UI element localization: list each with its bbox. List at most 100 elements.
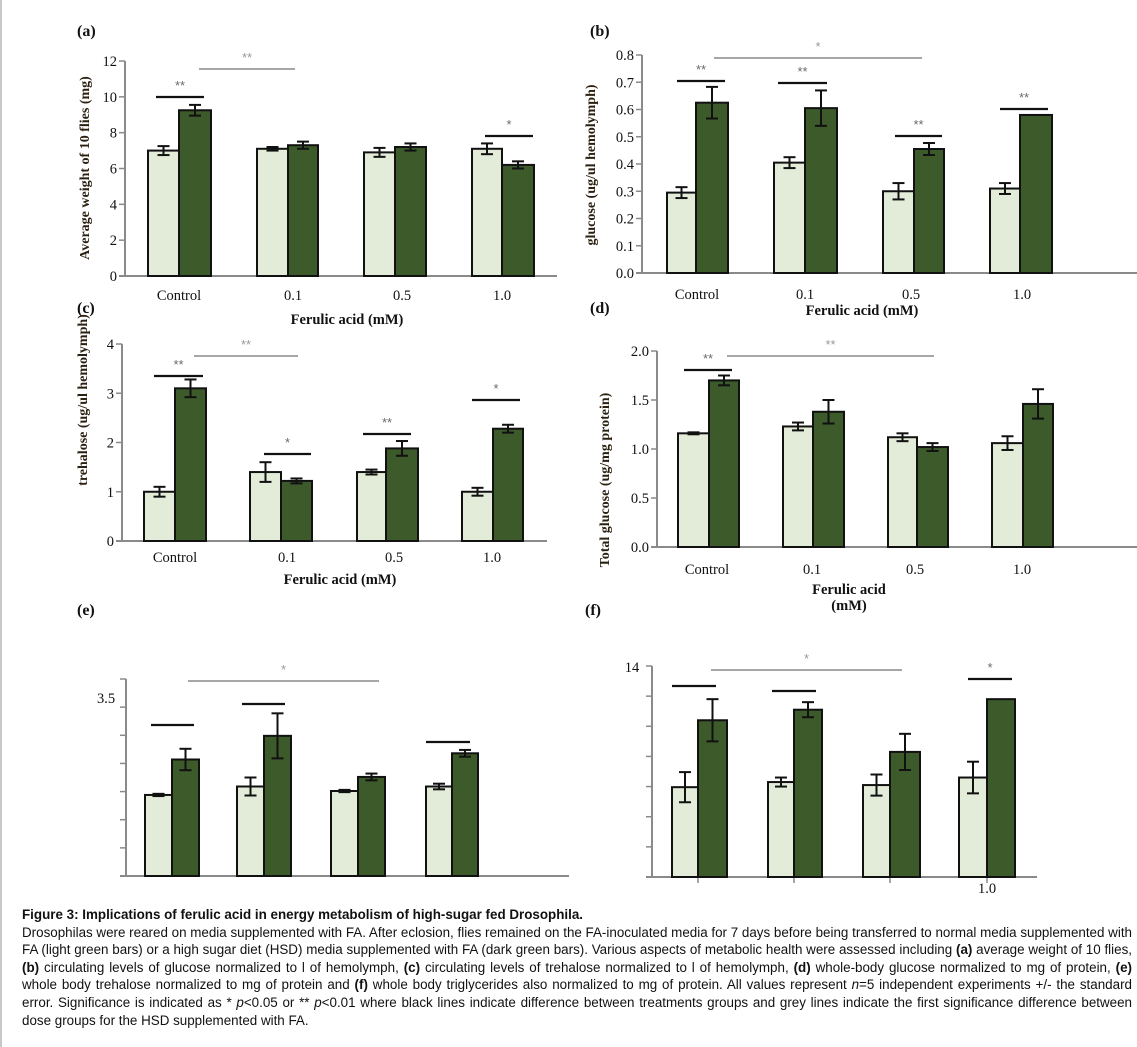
- x-tick-label: Control: [157, 288, 201, 304]
- caption-segment: (b): [22, 959, 40, 975]
- bar-dark-4: [492, 427, 524, 542]
- y-tick-label: 3.5: [97, 691, 115, 707]
- x-tick-label: 0.1: [284, 288, 302, 304]
- bar-dark-4: [1022, 402, 1054, 549]
- bar-dark-1: [178, 109, 212, 278]
- panel-label: (c): [77, 300, 95, 317]
- x-tick-label: 0.1: [278, 550, 296, 566]
- chart-panel-d: (d) 0.0 0.5 1.0 1.5 2.0 Control 0.1 0.5 1.0 Feruli…: [590, 300, 1137, 614]
- y-tick-label: 1: [107, 485, 114, 501]
- bar-dark-2: [804, 107, 838, 274]
- bar-dark-3: [916, 446, 949, 549]
- bar-light-3: [363, 151, 396, 277]
- y-axis-label: trehalose (ug/ul hemolymph): [76, 314, 91, 486]
- bar-light-2: [236, 785, 265, 878]
- bar-light-3: [330, 790, 359, 877]
- significance-marker: **: [825, 337, 835, 352]
- y-tick-label: 0.0: [616, 266, 634, 282]
- y-tick-label: 8: [110, 126, 117, 142]
- y-tick-label: 1.5: [631, 393, 649, 409]
- panel-label: (f): [585, 602, 601, 619]
- significance-marker: *: [285, 435, 290, 450]
- bar-dark-3: [913, 148, 945, 274]
- y-tick-label: 4: [110, 197, 118, 213]
- bar-dark-4: [501, 163, 535, 278]
- bar-dark-1: [697, 719, 728, 878]
- bar-dark-3: [394, 146, 427, 277]
- bar-dark-3: [385, 447, 419, 542]
- y-tick-label: 4: [107, 337, 115, 353]
- bar-dark-3: [357, 775, 386, 877]
- significance-marker: **: [797, 64, 807, 79]
- bar-dark-2: [793, 708, 823, 879]
- y-tick-label: 0.2: [616, 212, 634, 228]
- bar-dark-1: [171, 758, 200, 878]
- y-tick-label: 0.3: [616, 184, 634, 200]
- x-tick-label: 0.5: [385, 550, 403, 566]
- caption-segment: whole body triglycerides also normalized…: [367, 977, 852, 993]
- y-tick-label: 0.5: [631, 491, 649, 507]
- caption-title: Figure 3: Implications of ferulic acid i…: [22, 907, 584, 922]
- significance-marker: **: [703, 351, 713, 366]
- bar-light-2: [782, 425, 814, 548]
- bar-light-1: [144, 793, 173, 877]
- chart-panel-b: (b) 0.0 0.1 0.2 0.3 0.4 0.5 0.6 0.7 0.8 Control 0.1…: [584, 23, 1137, 319]
- y-tick-label: 10: [103, 90, 118, 106]
- significance-marker: **: [241, 337, 251, 352]
- y-tick-label: 14: [625, 660, 640, 676]
- bar-dark-4: [451, 752, 479, 877]
- x-axis-label: Ferulic acid (mM): [284, 572, 397, 588]
- y-tick-label: 2.0: [631, 344, 649, 360]
- y-tick-label: 1.0: [631, 442, 649, 458]
- bar-dark-4: [986, 698, 1016, 879]
- significance-marker: **: [242, 50, 252, 65]
- significance-marker: *: [281, 662, 286, 677]
- caption-body: Drosophilas were reared on media supplem…: [22, 925, 1132, 1028]
- x-tick-label: 0.5: [393, 288, 411, 304]
- x-axis-label: Ferulic acid: [812, 582, 886, 598]
- figure-caption: Figure 3: Implications of ferulic acid i…: [22, 906, 1132, 1029]
- bar-light-2: [773, 161, 806, 274]
- significance-marker: *: [493, 381, 498, 396]
- caption-segment: (a): [956, 942, 973, 958]
- caption-segment: <0.01 where black lines indicate differe…: [22, 994, 1132, 1028]
- significance-marker: **: [696, 62, 706, 77]
- significance-marker: **: [913, 117, 923, 132]
- y-tick-label: 0: [110, 269, 117, 285]
- y-axis-label: Average weight of 10 flies (mg): [78, 76, 93, 260]
- y-tick-label: 12: [103, 54, 118, 70]
- bar-dark-2: [287, 144, 319, 277]
- significance-marker: *: [815, 39, 820, 54]
- x-tick-label: 0.5: [906, 562, 924, 578]
- x-tick-label: 0.1: [796, 287, 814, 303]
- x-tick-label: 0.5: [902, 287, 920, 303]
- bar-light-4: [461, 490, 494, 542]
- significance-marker: **: [382, 415, 392, 430]
- panel-label: (d): [590, 300, 610, 317]
- caption-segment: circulating levels of glucose normalized…: [39, 959, 404, 975]
- caption-segment: (d): [793, 959, 811, 975]
- caption-segment: (f): [354, 977, 368, 993]
- y-tick-label: 6: [110, 162, 117, 178]
- y-tick-label: 0.0: [631, 540, 649, 556]
- x-tick-label: 0.1: [803, 562, 821, 578]
- panel-label: (a): [77, 23, 96, 40]
- bar-dark-2: [280, 479, 313, 543]
- y-tick-label: 0.5: [616, 130, 634, 146]
- panel-label: (b): [590, 23, 610, 40]
- bar-dark-1: [708, 379, 740, 548]
- significance-marker: *: [804, 651, 809, 666]
- y-tick-label: 0.6: [616, 103, 634, 119]
- x-tick-label: 1.0: [493, 288, 511, 304]
- x-tick-label: 1.0: [1013, 287, 1031, 303]
- caption-segment: (c): [403, 959, 421, 975]
- significance-marker: *: [987, 660, 992, 675]
- significance-marker: **: [175, 78, 185, 93]
- x-tick-label: 1.0: [978, 881, 996, 897]
- y-tick-label: 0.8: [616, 48, 634, 64]
- x-tick-label: Control: [153, 550, 197, 566]
- caption-segment: n: [851, 977, 860, 993]
- bar-light-4: [989, 187, 1021, 274]
- bar-dark-4: [1019, 113, 1053, 274]
